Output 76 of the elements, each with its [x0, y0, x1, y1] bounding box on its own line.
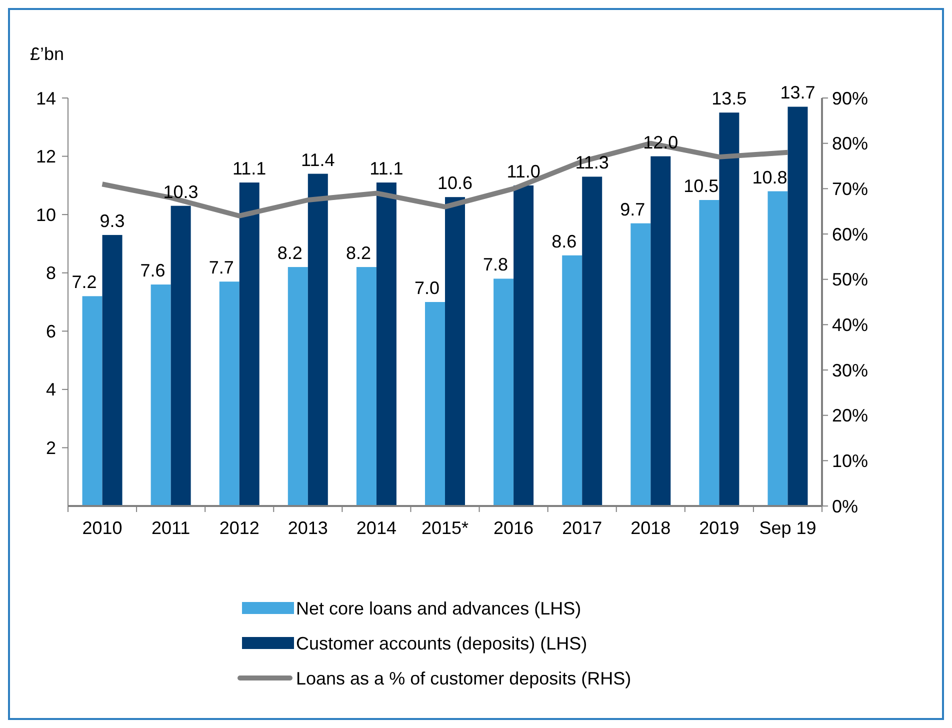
y-tick-label: 6 [46, 321, 56, 342]
data-label: 7.8 [483, 254, 508, 275]
bar [170, 206, 191, 506]
data-label: 11.1 [232, 158, 266, 179]
data-label: 8.2 [277, 243, 302, 264]
bar [356, 267, 376, 506]
data-label: 8.2 [346, 243, 371, 264]
data-label: 11.0 [506, 161, 540, 182]
y2-tick-label: 80% [832, 134, 868, 154]
data-label: 7.0 [414, 278, 440, 298]
y2-tick-label: 70% [832, 178, 868, 199]
bar [562, 255, 582, 506]
bar [82, 296, 102, 506]
bar [699, 200, 720, 506]
data-label: 12.0 [643, 132, 678, 152]
data-label: 10.5 [684, 176, 719, 196]
x-tick-label: 2012 [219, 518, 260, 538]
x-tick-label: 2011 [151, 518, 190, 538]
x-tick-label: 2016 [494, 518, 534, 538]
data-label: 9.7 [620, 199, 646, 220]
bar [425, 302, 445, 506]
data-label: 10.8 [752, 167, 788, 188]
bar [630, 223, 651, 506]
y2-tick-label: 20% [832, 406, 868, 426]
bar [102, 234, 122, 506]
bar [650, 156, 671, 506]
bar [445, 197, 465, 506]
x-tick-label: 2014 [356, 518, 396, 538]
data-label: 13.7 [780, 82, 816, 103]
y-tick-label: 2 [46, 438, 56, 458]
legend-label: Net core loans and advances (LHS) [296, 598, 582, 618]
bar [150, 284, 171, 506]
y-tick-label: 8 [46, 263, 56, 284]
bar [514, 185, 534, 506]
data-label: 9.3 [100, 210, 125, 231]
bar [376, 182, 396, 506]
y-axis-title: £’bn [30, 44, 64, 64]
bar [719, 112, 740, 506]
x-tick-label: Sep 19 [759, 518, 816, 538]
data-label: 7.6 [140, 260, 166, 281]
bar [768, 191, 788, 506]
y2-tick-label: 60% [832, 224, 868, 244]
data-label: 11.3 [575, 152, 609, 173]
data-label: 10.3 [163, 182, 198, 202]
bar [788, 106, 808, 506]
y-tick-label: 12 [36, 146, 56, 167]
y2-tick-label: 30% [832, 360, 868, 380]
x-tick-label: 2017 [562, 518, 602, 538]
x-tick-label: 2015* [421, 518, 469, 538]
data-label: 10.6 [437, 173, 473, 194]
y-tick-label: 4 [46, 380, 56, 400]
data-label: 11.4 [301, 150, 335, 170]
data-label: 7.2 [72, 272, 97, 292]
y-tick-label: 14 [36, 88, 56, 108]
bar [239, 182, 260, 506]
legend-label: Customer accounts (deposits) (LHS) [296, 633, 588, 654]
y2-tick-label: 90% [832, 88, 868, 108]
bar [308, 174, 328, 506]
legend-label: Loans as a % of customer deposits (RHS) [296, 668, 632, 688]
x-tick-label: 2010 [82, 518, 122, 538]
x-tick-label: 2019 [699, 518, 740, 538]
y2-tick-label: 0% [832, 496, 858, 516]
x-tick-label: 2013 [288, 518, 328, 538]
y2-tick-label: 50% [832, 270, 868, 290]
bar [582, 176, 602, 506]
y2-tick-label: 10% [832, 450, 868, 471]
x-tick-label: 2018 [630, 518, 671, 538]
data-label: 13.5 [712, 88, 747, 109]
bar [219, 282, 240, 506]
data-label: 8.6 [552, 231, 577, 252]
bar [288, 267, 308, 506]
y-tick-label: 10 [36, 204, 56, 225]
bar [494, 278, 514, 506]
data-label: 11.1 [370, 158, 404, 179]
y2-tick-label: 40% [832, 314, 868, 335]
data-label: 7.7 [208, 258, 234, 278]
